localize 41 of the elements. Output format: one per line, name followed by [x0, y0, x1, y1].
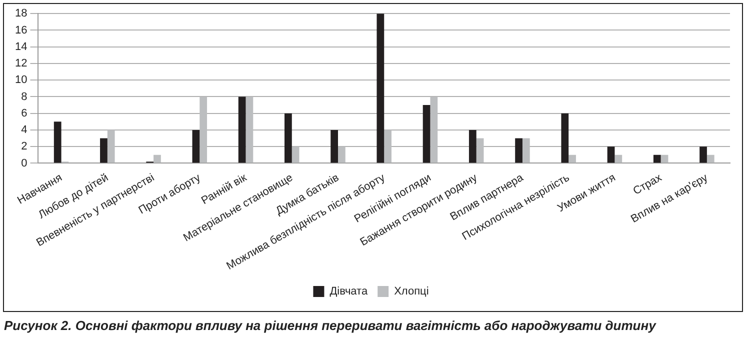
bar	[660, 154, 668, 163]
y-tick-label: 4	[21, 124, 28, 136]
bar	[614, 154, 622, 163]
bar	[284, 113, 292, 163]
bar	[330, 130, 338, 163]
bar	[107, 130, 115, 163]
bar	[376, 14, 384, 163]
y-tick-label: 0	[21, 157, 28, 170]
bar	[246, 96, 254, 163]
bar	[607, 146, 615, 163]
y-tick-label: 2	[21, 140, 28, 153]
bar	[468, 130, 476, 163]
bar	[154, 154, 161, 163]
y-tick-label: 8	[21, 90, 28, 103]
y-tick-label: 14	[14, 40, 28, 53]
y-tick-label: 6	[21, 107, 28, 120]
bar	[238, 96, 246, 163]
bar	[422, 105, 430, 163]
text: Рисунок 2. Основні фактори впливу на рішення переривати вагітність або народжувати дитину	[4, 318, 656, 333]
bar	[653, 154, 661, 163]
bar	[476, 138, 484, 163]
y-tick-label: 18	[14, 8, 28, 20]
bar	[292, 146, 300, 163]
bar	[700, 146, 707, 163]
bar	[384, 130, 392, 163]
bar	[568, 154, 576, 163]
legend-label: Хлопці	[394, 286, 429, 298]
bar	[100, 138, 108, 163]
bar	[200, 96, 208, 163]
bar	[54, 122, 62, 163]
y-tick-label: 10	[14, 74, 28, 86]
bar	[192, 130, 200, 163]
y-tick-label: 16	[14, 24, 28, 36]
bar	[338, 146, 346, 163]
bar	[515, 138, 522, 163]
y-tick-label: 12	[14, 58, 28, 70]
bar	[430, 96, 438, 163]
legend-label: Дівчата	[330, 286, 368, 298]
bar	[561, 113, 569, 163]
bar	[522, 138, 530, 163]
bar	[706, 154, 714, 163]
